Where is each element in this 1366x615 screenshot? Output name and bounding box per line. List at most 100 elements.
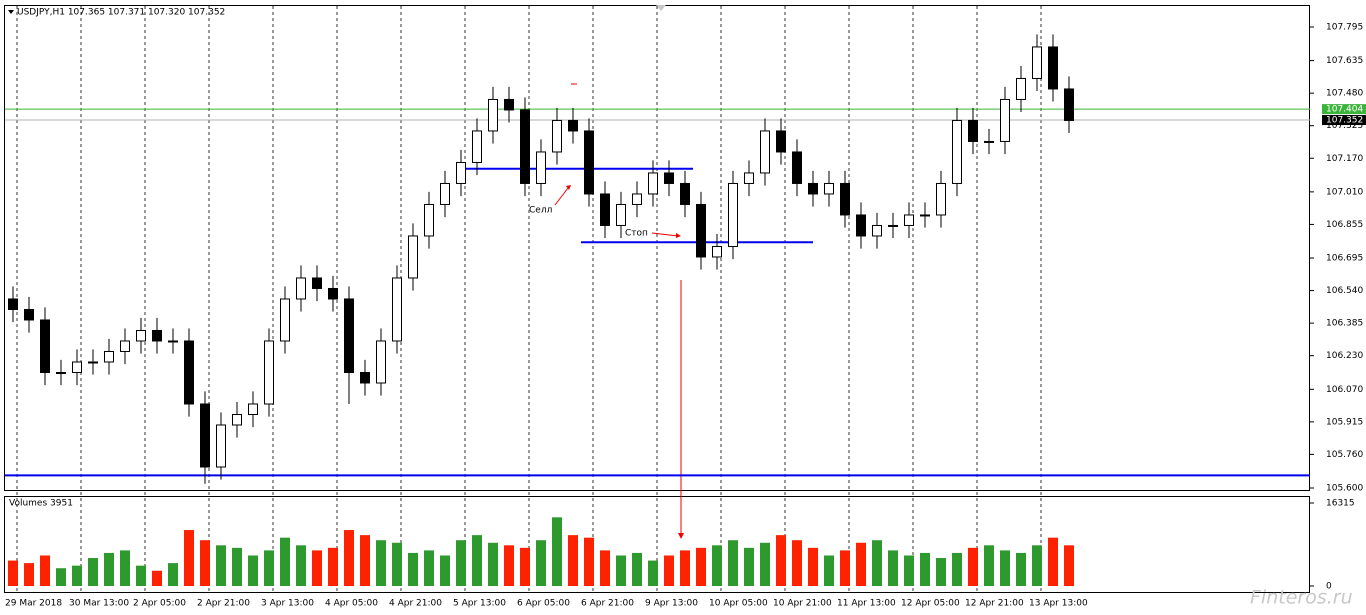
volume-bar (296, 545, 306, 586)
x-tick-label: 10 Apr 05:00 (709, 599, 768, 609)
volume-bar (616, 555, 626, 586)
y-tick-label: 107.635 (1326, 56, 1363, 66)
candle-body (536, 151, 546, 184)
annotation: Селл (529, 206, 552, 216)
y-tick-label: 107.010 (1326, 187, 1363, 197)
candle-body (760, 130, 770, 174)
candle-body (664, 172, 674, 184)
candle-body (904, 214, 914, 226)
volume-bar (104, 552, 114, 586)
volume-bar (56, 568, 66, 586)
volume-bar (824, 555, 834, 586)
volume-bar (680, 550, 690, 586)
volume-bar (424, 550, 434, 586)
x-tick-label: 12 Apr 05:00 (901, 599, 960, 609)
volume-bar (856, 542, 866, 586)
volume-bar (200, 540, 210, 586)
annotation-arrow (651, 232, 679, 237)
volume-bar (552, 517, 562, 586)
x-tick-label: 2 Apr 21:00 (197, 599, 250, 609)
volume-bar (1048, 537, 1058, 586)
candle-body (24, 308, 34, 321)
volume-bar (744, 547, 754, 586)
candle-body (568, 119, 578, 132)
candle-body (520, 109, 530, 184)
candle-body (408, 235, 418, 279)
candle-body (824, 182, 834, 195)
candle-body (88, 361, 98, 364)
volume-bar (888, 550, 898, 586)
volume-bar (328, 547, 338, 586)
candle-body (168, 340, 178, 343)
candle-body (488, 98, 498, 132)
volume-bar (536, 540, 546, 586)
volume-bar (152, 570, 162, 586)
y-tick-label: 106.695 (1326, 254, 1363, 264)
volume-bar (344, 530, 354, 586)
x-tick-label: 4 Apr 05:00 (325, 599, 378, 609)
candle-body (952, 119, 962, 184)
candle-body (136, 329, 146, 342)
volume-bar (312, 550, 322, 586)
x-tick-label: 11 Apr 13:00 (837, 599, 896, 609)
volume-bar (472, 535, 482, 586)
arrowhead (566, 185, 571, 190)
y-tick-label: 107.170 (1326, 154, 1363, 164)
candle-body (984, 140, 994, 143)
candle-body (792, 151, 802, 184)
volume-bar (456, 540, 466, 586)
volume-bar (1000, 550, 1010, 586)
symbol-menu[interactable] (8, 10, 14, 14)
volume-bar (280, 537, 290, 586)
volume-bar (936, 558, 946, 586)
volume-bar (632, 552, 642, 586)
volume-bar (72, 565, 82, 586)
candle-body (360, 371, 370, 384)
volume-bar (408, 552, 418, 586)
y-tick-label: 106.070 (1326, 385, 1363, 395)
candle-body (264, 340, 274, 405)
volume-bar (248, 555, 258, 586)
volume-bar (760, 542, 770, 586)
shift-marker (656, 5, 666, 11)
candle-body (888, 224, 898, 227)
candle-body (696, 203, 706, 258)
volume-bar (88, 558, 98, 586)
y-tick-label: 107.795 (1326, 23, 1363, 33)
candle-body (456, 161, 466, 184)
volume-bar (776, 535, 786, 586)
volume-bar (712, 545, 722, 586)
volume-bar (952, 552, 962, 586)
x-tick-label: 3 Apr 13:00 (261, 599, 314, 609)
candle-body (776, 130, 786, 153)
volume-bar (664, 555, 674, 586)
candle-body (744, 172, 754, 184)
x-tick-label: 9 Apr 13:00 (645, 599, 698, 609)
chart-title: USDJPY,H1 107.365 107.371 107.320 107.35… (17, 8, 225, 18)
volume-panel (4, 496, 1310, 593)
arrowhead (676, 233, 681, 238)
volume-bar (440, 555, 450, 586)
y-tick-label: 105.600 (1326, 484, 1363, 494)
candle-body (440, 182, 450, 205)
arrowhead (678, 533, 684, 539)
candle-body (216, 424, 226, 468)
candle-body (648, 172, 658, 195)
x-tick-label: 6 Apr 21:00 (581, 599, 634, 609)
candle-body (72, 361, 82, 373)
volume-bar (872, 540, 882, 586)
candle-body (392, 277, 402, 342)
x-tick-label: 30 Mar 13:00 (69, 599, 129, 609)
volume-bar (808, 547, 818, 586)
x-tick-label: 10 Apr 21:00 (773, 599, 832, 609)
x-tick-label: 13 Apr 13:00 (1029, 599, 1088, 609)
annotation: Стоп (625, 229, 648, 239)
y-tick-label: 106.230 (1326, 351, 1363, 361)
candle-body (40, 319, 50, 373)
volume-bar (1032, 545, 1042, 586)
y-tick-label: 107.325 (1326, 121, 1363, 131)
candle-body (872, 224, 882, 237)
price-label-box (1322, 115, 1366, 126)
